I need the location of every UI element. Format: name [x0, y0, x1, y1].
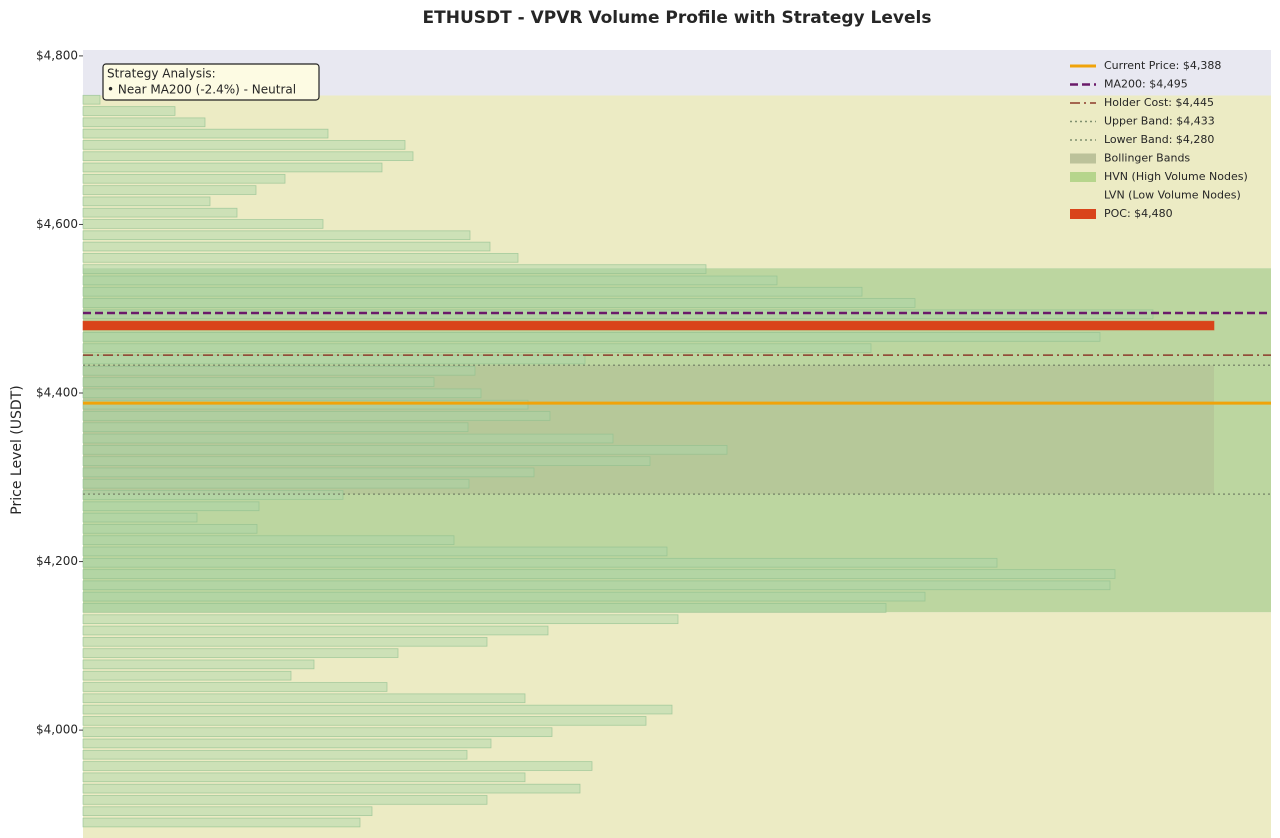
volume-bar [82, 298, 916, 308]
volume-bar [82, 512, 198, 523]
volume-bar [82, 196, 211, 207]
volume-bar [82, 659, 315, 670]
legend-label: Holder Cost: $4,445 [1104, 96, 1214, 109]
y-tick-label: $4,200 [36, 554, 78, 568]
volume-bar [82, 761, 593, 771]
chart-title: ETHUSDT - VPVR Volume Profile with Strat… [423, 8, 932, 28]
annotation-text: • Near MA200 (-2.4%) - Neutral [107, 83, 296, 97]
poc-bar [82, 320, 1215, 331]
volume-bar [82, 286, 863, 297]
volume-bar [82, 557, 998, 568]
strategy-annotation: Strategy Analysis: • Near MA200 (-2.4%) -… [102, 63, 320, 101]
y-tick-label: $4,800 [36, 48, 78, 62]
volume-bar [82, 411, 551, 421]
volume-bar [82, 264, 707, 274]
volume-bar [82, 117, 206, 128]
legend-swatch [1070, 153, 1096, 164]
volume-bar [82, 241, 491, 252]
volume-bar [82, 151, 414, 161]
legend-label: LVN (Low Volume Nodes) [1104, 189, 1241, 202]
volume-bar [82, 535, 455, 545]
volume-bar [82, 94, 101, 105]
annotation-box [102, 63, 320, 101]
legend-label: HVN (High Volume Nodes) [1104, 170, 1248, 183]
volume-bar [82, 173, 286, 184]
y-axis-label: Price Level (USDT) [9, 385, 25, 514]
annotation-title: Strategy Analysis: [107, 67, 216, 81]
volume-bar [82, 749, 468, 760]
volume-bar [82, 230, 471, 241]
volume-bar [82, 783, 581, 794]
volume-bar [82, 253, 519, 263]
volume-bar [82, 332, 1101, 342]
volume-bar [82, 106, 176, 116]
volume-bar [82, 716, 647, 726]
legend-swatch [1070, 209, 1096, 219]
volume-bar [82, 648, 399, 658]
volume-bar [82, 795, 488, 805]
volume-bar [82, 727, 553, 737]
volume-bar [82, 625, 549, 636]
volume-bar [82, 399, 529, 410]
legend: Current Price: $4,388 MA200: $4,495 Holder… [1070, 59, 1248, 220]
volume-bar [82, 704, 673, 715]
volume-bar [82, 445, 728, 455]
volume-bar [82, 501, 260, 512]
volume-bar [82, 128, 329, 139]
volume-bar [82, 546, 668, 557]
volume-bar [82, 580, 1111, 591]
volume-bar [82, 682, 388, 692]
volume-bar [82, 365, 476, 376]
y-tick-label: $4,000 [36, 723, 78, 737]
legend-label: MA200: $4,495 [1104, 78, 1188, 91]
volume-bar [82, 377, 435, 387]
plot-area [82, 50, 1271, 838]
volume-bar [82, 478, 470, 489]
legend-label: POC: $4,480 [1104, 207, 1173, 220]
legend-label: Upper Band: $4,433 [1104, 115, 1215, 128]
volume-bar [82, 636, 488, 647]
volume-bar [82, 207, 238, 218]
volume-bar [82, 806, 373, 817]
volume-bar [82, 275, 778, 286]
y-tick-label: $4,600 [36, 217, 78, 231]
legend-label: Bollinger Bands [1104, 152, 1190, 165]
volume-bar [82, 738, 492, 749]
volume-bar [82, 162, 383, 173]
legend-swatch [1070, 190, 1096, 201]
legend-label: Lower Band: $4,280 [1104, 133, 1214, 146]
volume-bar [82, 817, 361, 828]
volume-bar [82, 433, 614, 444]
volume-bar [82, 422, 469, 433]
volume-bar [82, 388, 482, 399]
volume-bar [82, 603, 887, 613]
volume-bar [82, 591, 926, 602]
legend-swatch [1070, 172, 1096, 182]
volume-bar [82, 309, 1154, 320]
volume-bar [82, 569, 1116, 579]
volume-bar [82, 670, 292, 681]
volume-bar [82, 456, 651, 466]
volume-bar [82, 467, 535, 478]
volume-bar [82, 614, 679, 625]
volume-bar [82, 185, 257, 195]
volume-bar [82, 490, 344, 500]
volume-bar [82, 524, 258, 534]
volume-bar [82, 354, 586, 365]
legend-label: Current Price: $4,388 [1104, 59, 1221, 72]
volume-bar [82, 140, 406, 150]
volume-bar [82, 772, 526, 783]
volume-bar [82, 693, 526, 704]
volume-bar [82, 343, 872, 353]
volume-bar [82, 219, 324, 229]
y-tick-label: $4,400 [36, 386, 78, 400]
